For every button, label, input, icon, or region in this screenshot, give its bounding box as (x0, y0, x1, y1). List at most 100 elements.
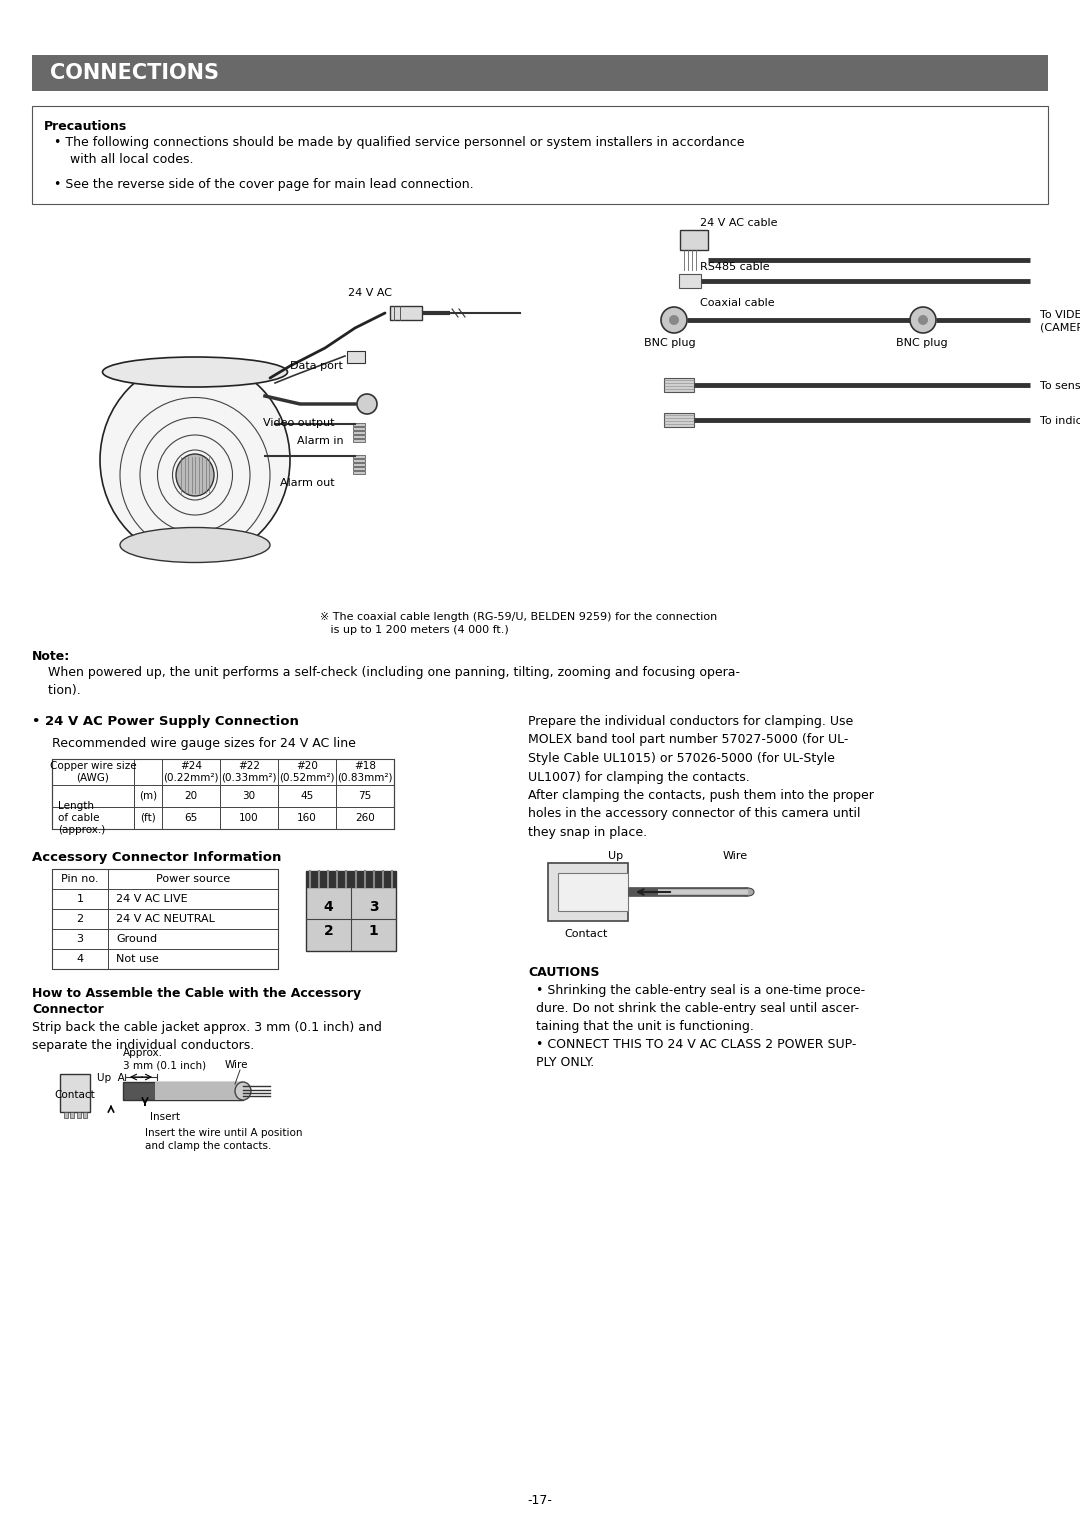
Bar (353, 423, 365, 426)
Text: Accessory Connector Information: Accessory Connector Information (32, 852, 282, 864)
Text: Data port: Data port (291, 362, 342, 371)
Circle shape (661, 307, 687, 333)
Bar (664, 414, 694, 427)
Text: Up  A: Up A (97, 1073, 125, 1083)
Circle shape (669, 314, 679, 325)
Text: • See the reverse side of the cover page for main lead connection.: • See the reverse side of the cover page… (54, 179, 474, 191)
Text: Length
of cable
(approx.): Length of cable (approx.) (58, 801, 105, 835)
Ellipse shape (103, 357, 287, 388)
Text: 24 V AC LIVE: 24 V AC LIVE (116, 894, 188, 903)
Bar (64, 1112, 68, 1119)
Text: • Shrinking the cable-entry seal is a one-time proce-
dure. Do not shrink the ca: • Shrinking the cable-entry seal is a on… (536, 984, 865, 1033)
Text: Recommended wire gauge sizes for 24 V AC line: Recommended wire gauge sizes for 24 V AC… (52, 737, 356, 749)
Text: Contact: Contact (565, 929, 608, 938)
Text: (ft): (ft) (140, 813, 156, 823)
Text: Alarm in: Alarm in (297, 436, 343, 446)
Bar (558, 873, 627, 911)
Text: RS485 cable: RS485 cable (700, 262, 770, 272)
Text: BNC plug: BNC plug (896, 337, 948, 348)
Bar (52, 758, 394, 829)
Text: Precautions: Precautions (44, 121, 127, 133)
Text: #22
(0.33mm²): #22 (0.33mm²) (221, 761, 276, 783)
Text: -17-: -17- (527, 1494, 553, 1506)
Text: Wire: Wire (723, 852, 748, 861)
Text: 3: 3 (368, 900, 378, 914)
Text: Video output: Video output (264, 418, 335, 427)
Bar (32, 105, 1048, 204)
Text: 3: 3 (77, 934, 83, 945)
Text: Coaxial cable: Coaxial cable (700, 298, 774, 308)
Bar (306, 887, 396, 951)
Ellipse shape (120, 528, 270, 563)
Ellipse shape (742, 888, 754, 896)
Text: Connector: Connector (32, 1003, 104, 1016)
Text: 45: 45 (300, 790, 313, 801)
Text: Wire: Wire (225, 1061, 248, 1070)
Ellipse shape (176, 455, 214, 496)
Text: Insert the wire until A position
and clamp the contacts.: Insert the wire until A position and cla… (145, 1128, 302, 1151)
Bar (52, 868, 278, 969)
Bar (353, 472, 365, 475)
Bar (123, 1082, 243, 1100)
Bar (347, 351, 365, 363)
Text: 24 V AC cable: 24 V AC cable (700, 218, 778, 227)
Text: Note:: Note: (32, 650, 70, 662)
Text: 4: 4 (324, 900, 334, 914)
Ellipse shape (235, 1082, 251, 1100)
Bar (353, 439, 365, 443)
Text: 2: 2 (77, 914, 83, 925)
Bar (306, 871, 396, 887)
Bar (77, 1112, 81, 1119)
Text: Not use: Not use (116, 954, 159, 964)
Text: Ground: Ground (116, 934, 157, 945)
Text: To sensors: To sensors (1040, 382, 1080, 391)
Bar (680, 230, 708, 250)
Text: BNC plug: BNC plug (644, 337, 696, 348)
Text: How to Assemble the Cable with the Accessory: How to Assemble the Cable with the Acces… (32, 987, 361, 1000)
Text: 1: 1 (368, 925, 378, 938)
Text: 24 V AC: 24 V AC (348, 288, 392, 298)
Text: • CONNECT THIS TO 24 V AC CLASS 2 POWER SUP-
PLY ONLY.: • CONNECT THIS TO 24 V AC CLASS 2 POWER … (536, 1038, 856, 1070)
Bar (70, 1112, 75, 1119)
Bar (156, 1082, 243, 1100)
Text: 65: 65 (185, 813, 198, 823)
Text: ※ The coaxial cable length (RG-59/U, BELDEN 9259) for the connection
   is up to: ※ The coaxial cable length (RG-59/U, BEL… (320, 612, 717, 635)
Text: Contact: Contact (55, 1090, 95, 1100)
Bar (664, 378, 694, 392)
Text: Strip back the cable jacket approx. 3 mm (0.1 inch) and
separate the individual : Strip back the cable jacket approx. 3 mm… (32, 1021, 382, 1051)
Text: CONNECTIONS: CONNECTIONS (50, 63, 219, 82)
Text: • The following connections should be made by qualified service personnel or sys: • The following connections should be ma… (54, 136, 744, 166)
Text: 260: 260 (355, 813, 375, 823)
Bar (679, 275, 701, 288)
Text: #18
(0.83mm²): #18 (0.83mm²) (337, 761, 393, 783)
Text: 75: 75 (359, 790, 372, 801)
Bar (32, 55, 1048, 92)
Text: 24 V AC NEUTRAL: 24 V AC NEUTRAL (116, 914, 215, 925)
Ellipse shape (100, 360, 291, 560)
Text: When powered up, the unit performs a self-check (including one panning, tilting,: When powered up, the unit performs a sel… (32, 665, 740, 697)
Text: 30: 30 (242, 790, 256, 801)
Bar (353, 435, 365, 438)
Text: 4: 4 (77, 954, 83, 964)
Bar (83, 1112, 87, 1119)
Circle shape (357, 394, 377, 414)
Text: #20
(0.52mm²): #20 (0.52mm²) (280, 761, 335, 783)
Text: 1: 1 (77, 894, 83, 903)
Text: Insert: Insert (150, 1112, 180, 1122)
Bar (353, 427, 365, 430)
Text: 160: 160 (297, 813, 316, 823)
Text: Approx.
3 mm (0.1 inch): Approx. 3 mm (0.1 inch) (123, 1048, 206, 1070)
Text: Pin no.: Pin no. (62, 874, 98, 884)
Text: CAUTIONS: CAUTIONS (528, 966, 599, 980)
Text: To indicators: To indicators (1040, 417, 1080, 426)
Bar (60, 1074, 90, 1112)
Bar (548, 864, 627, 922)
Bar (390, 307, 422, 320)
Text: Alarm out: Alarm out (280, 478, 335, 488)
Text: (CAMERA IN): (CAMERA IN) (1040, 324, 1080, 333)
Bar (353, 462, 365, 465)
Text: 20: 20 (185, 790, 198, 801)
Text: Up: Up (608, 852, 623, 861)
Text: Prepare the individual conductors for clamping. Use
MOLEX band tool part number : Prepare the individual conductors for cl… (528, 716, 874, 839)
Bar (353, 459, 365, 462)
